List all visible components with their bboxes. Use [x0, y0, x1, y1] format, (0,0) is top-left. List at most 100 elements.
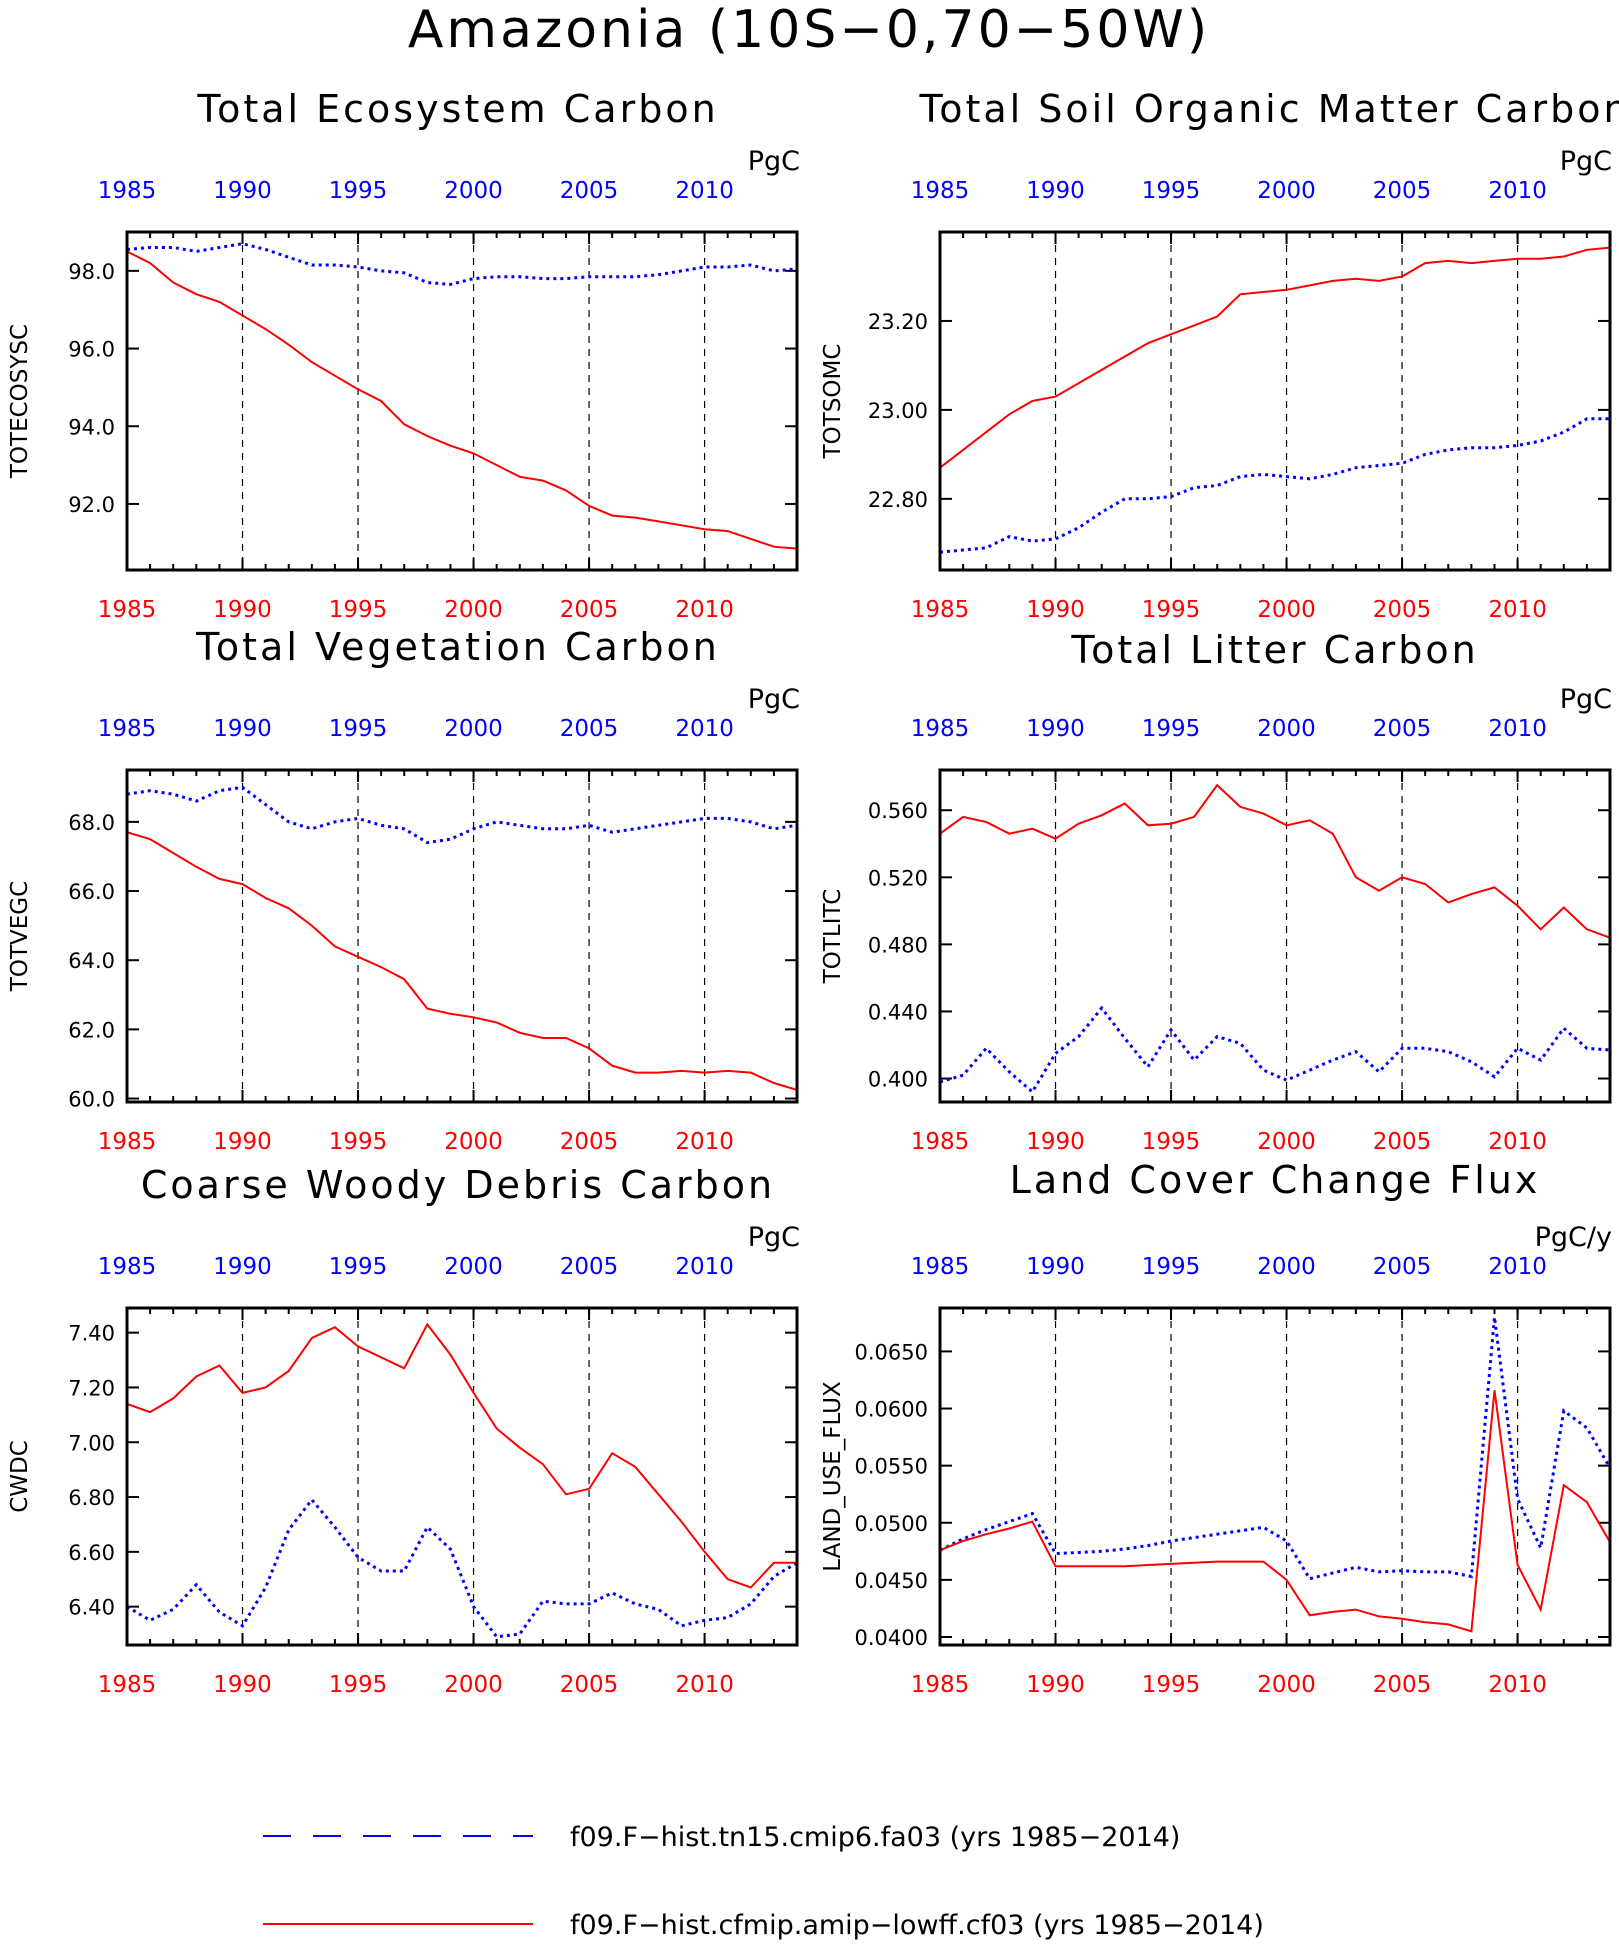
x-tick-label-top: 2005 [1373, 1254, 1432, 1280]
x-tick-label-top: 1990 [1026, 178, 1085, 204]
y-axis-label: TOTLITC [820, 889, 846, 985]
chart-title: Land Cover Change Flux [1010, 1158, 1541, 1202]
x-tick-label-top: 1995 [1142, 178, 1201, 204]
x-tick-label-top: 2005 [1373, 716, 1432, 742]
x-tick-label-top: 1985 [911, 1254, 970, 1280]
y-tick-label: 60.0 [68, 1088, 115, 1112]
x-tick-label-bottom: 2005 [1373, 597, 1432, 623]
chart-title: Total Ecosystem Carbon [196, 87, 718, 131]
y-axis-label: LAND_USE_FLUX [820, 1381, 846, 1572]
y-tick-label: 92.0 [68, 493, 115, 517]
x-tick-label-top: 2005 [560, 716, 619, 742]
plot-frame [938, 1306, 1612, 1647]
x-tick-label-bottom: 2005 [1373, 1129, 1432, 1155]
y-tick-label: 0.0600 [855, 1398, 928, 1422]
y-axis-label: CWDC [7, 1440, 33, 1513]
x-tick-label-bottom: 2005 [560, 1672, 619, 1698]
x-tick-label-top: 2000 [1257, 178, 1316, 204]
x-tick-label-bottom: 1985 [911, 1129, 970, 1155]
x-tick-label-bottom: 1985 [98, 1129, 157, 1155]
x-tick-label-bottom: 1985 [911, 1672, 970, 1698]
x-tick-label-bottom: 1990 [213, 1672, 272, 1698]
x-tick-label-top: 1985 [98, 1254, 157, 1280]
series-line-2 [939, 246, 1611, 469]
units-label: PgC [748, 684, 800, 715]
x-tick-label-top: 2010 [1488, 1254, 1547, 1280]
y-tick-label: 68.0 [68, 811, 115, 835]
x-tick-label-bottom: 1995 [329, 597, 388, 623]
legend: f09.F−hist.tn15.cmip6.fa03 (yrs 1985−201… [263, 1822, 1264, 1941]
y-tick-label: 0.400 [868, 1068, 928, 1092]
chart-panel-6: Land Cover Change Flux PgC/y 1985 1985 1990 1… [820, 1158, 1612, 1698]
y-tick-label: 22.80 [868, 488, 928, 512]
x-tick-label-top: 2005 [1373, 178, 1432, 204]
x-tick-label-bottom: 2000 [1257, 1672, 1316, 1698]
x-tick-label-top: 2010 [1488, 178, 1547, 204]
x-tick-label-bottom: 2000 [444, 597, 503, 623]
y-tick-label: 6.80 [68, 1486, 115, 1510]
x-tick-label-top: 1995 [329, 178, 388, 204]
y-tick-label: 66.0 [68, 880, 115, 904]
x-tick-label-bottom: 2010 [675, 1129, 734, 1155]
y-tick-label: 0.0650 [855, 1340, 928, 1364]
figure-title: Amazonia (10S−0,70−50W) [408, 0, 1210, 60]
x-tick-label-bottom: 2010 [675, 1672, 734, 1698]
x-tick-label-top: 2010 [675, 1254, 734, 1280]
series-line-2 [126, 831, 798, 1091]
legend-label-1: f09.F−hist.tn15.cmip6.fa03 (yrs 1985−201… [570, 1822, 1180, 1853]
y-tick-label: 6.40 [68, 1596, 115, 1620]
x-tick-label-bottom: 2010 [1488, 1129, 1547, 1155]
series-line-2 [126, 250, 798, 550]
x-tick-label-bottom: 2000 [444, 1129, 503, 1155]
series-line-1 [939, 1005, 1611, 1095]
x-tick-label-bottom: 2005 [560, 597, 619, 623]
series-line-1 [939, 417, 1610, 554]
chart-panel-1: Total Ecosystem Carbon PgC 1985 1985 1990 199… [7, 87, 800, 623]
chart-title: Total Litter Carbon [1070, 628, 1478, 672]
x-tick-label-bottom: 1985 [98, 597, 157, 623]
plot-frame [125, 1306, 799, 1647]
series-line-2 [126, 1322, 797, 1589]
y-tick-label: 62.0 [68, 1018, 115, 1042]
x-tick-label-top: 2000 [444, 178, 503, 204]
x-tick-label-bottom: 1990 [213, 1129, 272, 1155]
x-tick-label-bottom: 2010 [1488, 597, 1547, 623]
x-tick-label-bottom: 1985 [98, 1672, 157, 1698]
x-tick-label-top: 1985 [911, 178, 970, 204]
chart-title: Coarse Woody Debris Carbon [141, 1163, 775, 1207]
y-tick-label: 96.0 [68, 338, 115, 362]
x-tick-label-bottom: 1995 [1142, 1672, 1201, 1698]
y-tick-label: 0.480 [868, 933, 928, 957]
units-label: PgC [748, 1222, 800, 1253]
x-tick-label-bottom: 1995 [1142, 597, 1201, 623]
x-tick-label-bottom: 2005 [1373, 1672, 1432, 1698]
y-tick-label: 7.40 [68, 1322, 115, 1346]
y-tick-label: 0.0450 [855, 1569, 928, 1593]
x-tick-label-top: 1985 [98, 716, 157, 742]
series-line-1 [126, 785, 798, 845]
y-axis-label: TOTSOMC [820, 344, 846, 460]
y-tick-label: 6.60 [68, 1541, 115, 1565]
y-tick-label: 94.0 [68, 415, 115, 439]
chart-title: Total Vegetation Carbon [195, 625, 720, 669]
x-tick-label-top: 1990 [1026, 1254, 1085, 1280]
x-tick-label-top: 2010 [1488, 716, 1547, 742]
x-tick-label-top: 1985 [98, 178, 157, 204]
x-tick-label-top: 2000 [444, 716, 503, 742]
y-tick-label: 0.440 [868, 1000, 928, 1024]
x-tick-label-bottom: 2010 [1488, 1672, 1547, 1698]
y-tick-label: 0.0400 [855, 1626, 928, 1650]
chart-panel-4: Total Litter Carbon PgC 1985 1985 1990 1990 19… [820, 628, 1612, 1155]
x-tick-label-top: 2005 [560, 1254, 619, 1280]
chart-panel-3: Total Vegetation Carbon PgC 1985 1985 1990 19… [7, 625, 800, 1155]
y-tick-label: 23.00 [868, 399, 928, 423]
x-tick-label-top: 2010 [675, 716, 734, 742]
x-tick-label-top: 2000 [444, 1254, 503, 1280]
x-tick-label-bottom: 2000 [444, 1672, 503, 1698]
x-tick-label-bottom: 1990 [1026, 1129, 1085, 1155]
plot-frame [125, 230, 799, 572]
y-tick-label: 0.560 [868, 799, 928, 823]
units-label: PgC [748, 146, 800, 177]
x-tick-label-top: 1990 [213, 178, 272, 204]
